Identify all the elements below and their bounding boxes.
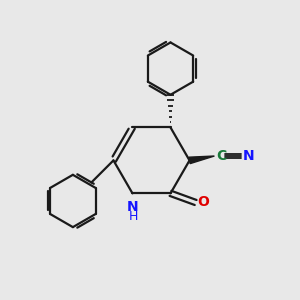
Text: O: O	[197, 196, 209, 209]
Text: N: N	[127, 200, 139, 214]
Text: N: N	[243, 149, 255, 163]
Polygon shape	[189, 156, 214, 164]
Text: H: H	[128, 210, 138, 223]
Text: C: C	[216, 149, 226, 163]
